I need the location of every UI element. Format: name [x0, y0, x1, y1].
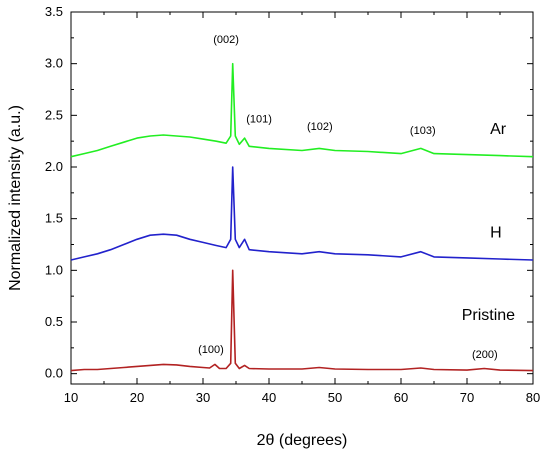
series-label-h: H: [490, 224, 502, 241]
x-tick-label: 80: [526, 390, 540, 405]
y-tick-label: 3.0: [45, 56, 63, 71]
y-tick-label: 2.0: [45, 159, 63, 174]
y-axis: 0.0 0.5 1.0 1.5 2.0 2.5 3.0 3.5: [45, 4, 533, 381]
y-tick-label: 1.5: [45, 211, 63, 226]
x-tick-label: 30: [196, 390, 210, 405]
y-tick-label: 0.5: [45, 314, 63, 329]
x-tick-label: 20: [130, 390, 144, 405]
series-label-ar: Ar: [490, 121, 507, 138]
peak-annotation: (200): [472, 349, 498, 361]
peak-annotation: (103): [410, 125, 436, 137]
series-layer: [70, 62, 534, 372]
peak-annotation: (100): [198, 344, 224, 356]
x-axis-title: 2θ (degrees): [257, 432, 348, 449]
peak-annotation: (002): [213, 34, 239, 46]
x-tick-label: 60: [394, 390, 408, 405]
series-line-pristine: [70, 269, 534, 372]
series-label-pristine: Pristine: [462, 307, 515, 324]
plot-frame: [70, 11, 534, 385]
series-line-ar: [70, 62, 534, 158]
series-line-h: [70, 166, 534, 261]
x-tick-label: 70: [460, 390, 474, 405]
y-tick-label: 0.0: [45, 366, 63, 381]
y-tick-label: 1.0: [45, 262, 63, 277]
y-axis-title: Normalized intensity (a.u.): [7, 105, 24, 291]
y-tick-label: 3.5: [45, 4, 63, 19]
y-tick-label: 2.5: [45, 107, 63, 122]
x-tick-label: 50: [328, 390, 342, 405]
annotation-layer: (002) (101) (102) (103) (100) (200): [198, 34, 498, 361]
series-label-layer: Ar H Pristine: [462, 121, 515, 324]
x-tick-label: 40: [262, 390, 276, 405]
peak-annotation: (102): [307, 121, 333, 133]
x-axis: 10 20 30 40 50 60 70 80: [64, 12, 540, 405]
peak-annotation: (101): [246, 114, 272, 126]
x-tick-label: 10: [64, 390, 78, 405]
